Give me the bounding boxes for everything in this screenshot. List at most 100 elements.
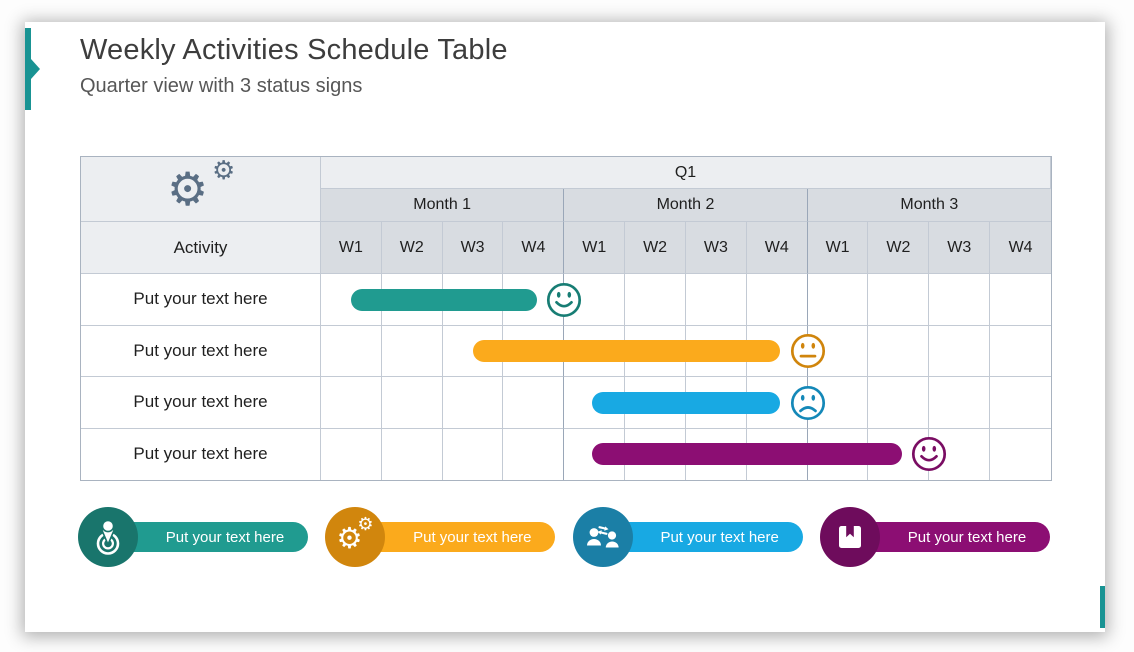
week-cell <box>868 428 930 480</box>
week-header: W1 <box>564 222 626 274</box>
week-header: W3 <box>929 222 991 274</box>
legend-label: Put your text here <box>660 528 779 546</box>
week-cell <box>868 377 930 429</box>
week-cell <box>807 428 869 480</box>
week-cell <box>381 325 443 377</box>
week-header: W1 <box>321 222 382 274</box>
week-cell <box>564 274 626 326</box>
gears-icon: ⚙ <box>336 521 363 555</box>
week-cell <box>564 325 626 377</box>
week-cell <box>746 325 808 377</box>
week-cell <box>929 428 991 480</box>
legend-item: Put your text here ⚙ ⚙ <box>325 505 556 569</box>
week-cell <box>990 274 1051 326</box>
week-cell <box>685 377 747 429</box>
accent-bottom-bar-icon <box>1100 586 1105 628</box>
week-cell <box>321 325 382 377</box>
activity-placeholder-cell[interactable]: Put your text here <box>81 274 321 326</box>
accent-bar-icon <box>25 28 31 110</box>
week-cell <box>442 377 504 429</box>
gears-icon: ⚙ <box>357 514 374 535</box>
people-exchange-icon <box>586 526 619 548</box>
table-corner-cell: ⚙ ⚙ <box>81 157 321 222</box>
week-header: W3 <box>442 222 504 274</box>
page-title: Weekly Activities Schedule Table <box>80 34 508 66</box>
week-cell <box>503 325 565 377</box>
week-cell <box>929 274 991 326</box>
week-cell <box>564 377 626 429</box>
legend-circle[interactable] <box>819 507 880 567</box>
week-header: W3 <box>685 222 747 274</box>
slide-card: Weekly Activities Schedule Table Quarter… <box>25 22 1105 632</box>
week-cell <box>503 377 565 429</box>
legend-pill[interactable]: Put your text here <box>602 522 803 552</box>
week-cell <box>564 428 626 480</box>
week-cell <box>381 377 443 429</box>
legend-pill[interactable]: Put your text here <box>355 522 556 552</box>
week-header: W1 <box>807 222 869 274</box>
gear-large-icon: ⚙ <box>167 162 209 216</box>
month-header: Month 1 <box>321 189 565 222</box>
week-cell <box>442 428 504 480</box>
week-cell <box>503 274 565 326</box>
legend-pill[interactable]: Put your text here <box>849 522 1050 552</box>
legend-label: Put your text here <box>413 528 532 546</box>
week-cell <box>990 428 1051 480</box>
month-header: Month 3 <box>807 189 1051 222</box>
week-cell <box>625 377 686 429</box>
week-header: W4 <box>746 222 808 274</box>
week-cell <box>625 325 686 377</box>
legend-circle[interactable]: ⚙ ⚙ <box>325 507 386 567</box>
activity-placeholder-cell[interactable]: Put your text here <box>81 428 321 480</box>
week-cell <box>746 274 808 326</box>
week-cell <box>321 377 382 429</box>
week-cell <box>807 274 869 326</box>
legend-pill[interactable]: Put your text here <box>108 522 308 552</box>
week-cell <box>990 377 1051 429</box>
week-cell <box>321 428 382 480</box>
accent-chevron-icon <box>31 59 40 79</box>
week-cell <box>381 274 443 326</box>
activity-header: Activity <box>81 222 321 274</box>
legend-item: Put your text here <box>819 505 1050 569</box>
week-cell <box>685 325 747 377</box>
week-cell <box>746 377 808 429</box>
schedule-table: ⚙ ⚙ Q1 Month 1 Month 2 Month 3 W1 W2 W3 W4 W1 W2 W3 W… <box>80 156 1052 481</box>
week-cell <box>685 428 747 480</box>
week-cell <box>868 274 930 326</box>
week-header: W2 <box>868 222 930 274</box>
bookmark-icon <box>838 526 861 548</box>
week-cell <box>442 274 504 326</box>
week-cell <box>442 325 504 377</box>
activity-placeholder-cell[interactable]: Put your text here <box>81 325 321 377</box>
week-cell <box>625 428 686 480</box>
week-cell <box>929 377 991 429</box>
activity-placeholder-cell[interactable]: Put your text here <box>81 377 321 429</box>
goal-person-icon <box>96 519 120 555</box>
gear-small-icon: ⚙ <box>212 156 236 186</box>
legend-circle[interactable] <box>572 507 633 567</box>
week-cell <box>381 428 443 480</box>
legend-circle[interactable] <box>78 507 138 567</box>
week-cell <box>807 325 869 377</box>
week-header: W2 <box>381 222 443 274</box>
legend-label: Put your text here <box>165 528 285 546</box>
week-cell <box>503 428 565 480</box>
week-header: W4 <box>990 222 1051 274</box>
week-header: W4 <box>503 222 565 274</box>
week-cell <box>868 325 930 377</box>
week-cell <box>929 325 991 377</box>
week-cell <box>807 377 869 429</box>
week-header: W2 <box>625 222 686 274</box>
quarter-header: Q1 <box>321 157 1051 189</box>
legend-label: Put your text here <box>907 528 1027 546</box>
week-cell <box>685 274 747 326</box>
legend-row: Put your text here Put your text here ⚙ ⚙ Pu… <box>78 505 1050 569</box>
week-cell <box>321 274 382 326</box>
week-cell <box>625 274 686 326</box>
week-cell <box>990 325 1051 377</box>
legend-item: Put your text here <box>78 505 308 569</box>
page-subtitle: Quarter view with 3 status signs <box>80 75 363 97</box>
legend-item: Put your text here <box>572 505 803 569</box>
